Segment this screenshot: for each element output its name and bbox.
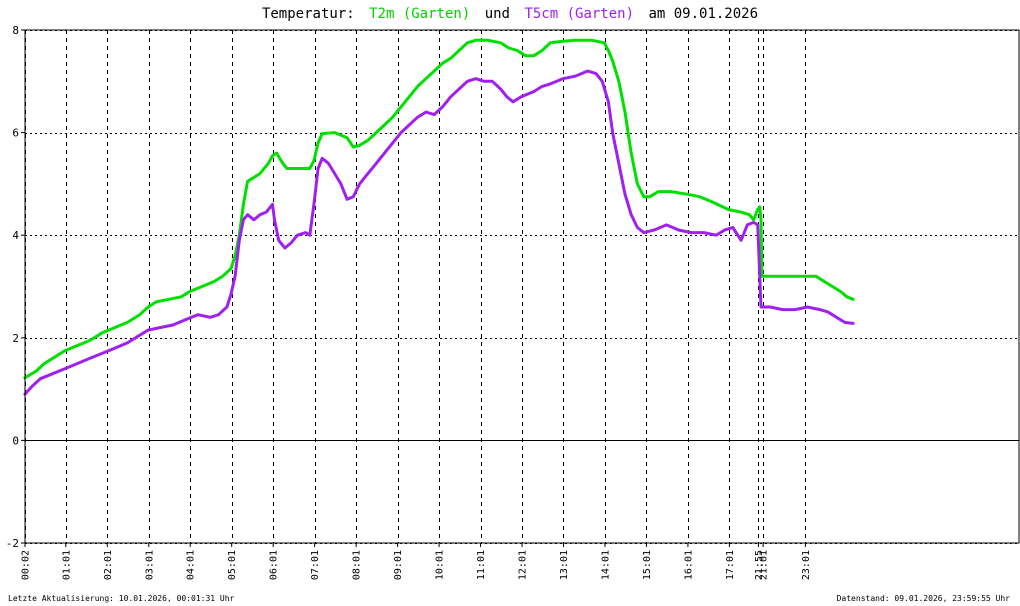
x-tick-label: 08:01 <box>352 550 363 580</box>
x-tick-label: 14:01 <box>600 550 611 580</box>
x-tick-label: 09:01 <box>393 550 404 580</box>
series-lines <box>23 38 855 396</box>
x-tick-label: 13:01 <box>559 550 570 580</box>
x-tick-label: 16:01 <box>683 550 694 580</box>
y-tick-label: 2 <box>12 332 19 345</box>
footer-last-update: Letzte Aktualisierung: 10.01.2026, 00:01… <box>8 594 235 603</box>
series-line-t5cm <box>23 69 855 396</box>
x-tick-label: 21:55 <box>754 550 765 580</box>
footer-data-status: Datenstand: 09.01.2026, 23:59:55 Uhr <box>837 594 1011 603</box>
title-series2: T5cm (Garten) <box>524 6 634 22</box>
x-tick-label: 15:01 <box>642 550 653 580</box>
series-line-t2m <box>23 38 855 380</box>
y-tick-label: 8 <box>12 24 19 37</box>
x-tick-label: 07:01 <box>310 550 321 580</box>
x-tick-label: 11:01 <box>476 550 487 580</box>
x-tick-label: 06:01 <box>269 550 280 580</box>
grid <box>25 30 1019 544</box>
x-tick-label: 04:01 <box>186 550 197 580</box>
y-tick-label: 6 <box>12 127 19 140</box>
title-suffix: am 09.01.2026 <box>648 6 758 22</box>
x-tick-label: 00:02 <box>21 550 32 580</box>
title-joiner: und <box>485 6 510 22</box>
x-tick-label: 01:01 <box>61 550 72 580</box>
x-tick-label: 23:01 <box>801 550 812 580</box>
chart-title: Temperatur: T2m (Garten) und T5cm (Garte… <box>262 6 758 22</box>
x-tick-label: 05:01 <box>227 550 238 580</box>
x-tick-label: 02:01 <box>103 550 114 580</box>
y-tick-label: 0 <box>12 434 19 447</box>
x-tick-label: 12:01 <box>518 550 529 580</box>
x-tick-label: 21:01 <box>759 550 770 580</box>
x-ticks: 00:02 01:01 02:01 03:01 04:01 05:01 06:01 07:01… <box>21 543 812 580</box>
y-tick-label: 4 <box>12 229 19 242</box>
title-prefix: Temperatur: <box>262 6 355 22</box>
x-tick-label: 03:01 <box>144 550 155 580</box>
y-tick-label: -2 <box>6 537 19 550</box>
title-series1: T2m (Garten) <box>369 6 470 22</box>
x-tick-label: 10:01 <box>435 550 446 580</box>
x-tick-label: 17:01 <box>725 550 736 580</box>
y-ticks: -2 0 2 4 6 8 <box>6 24 25 550</box>
